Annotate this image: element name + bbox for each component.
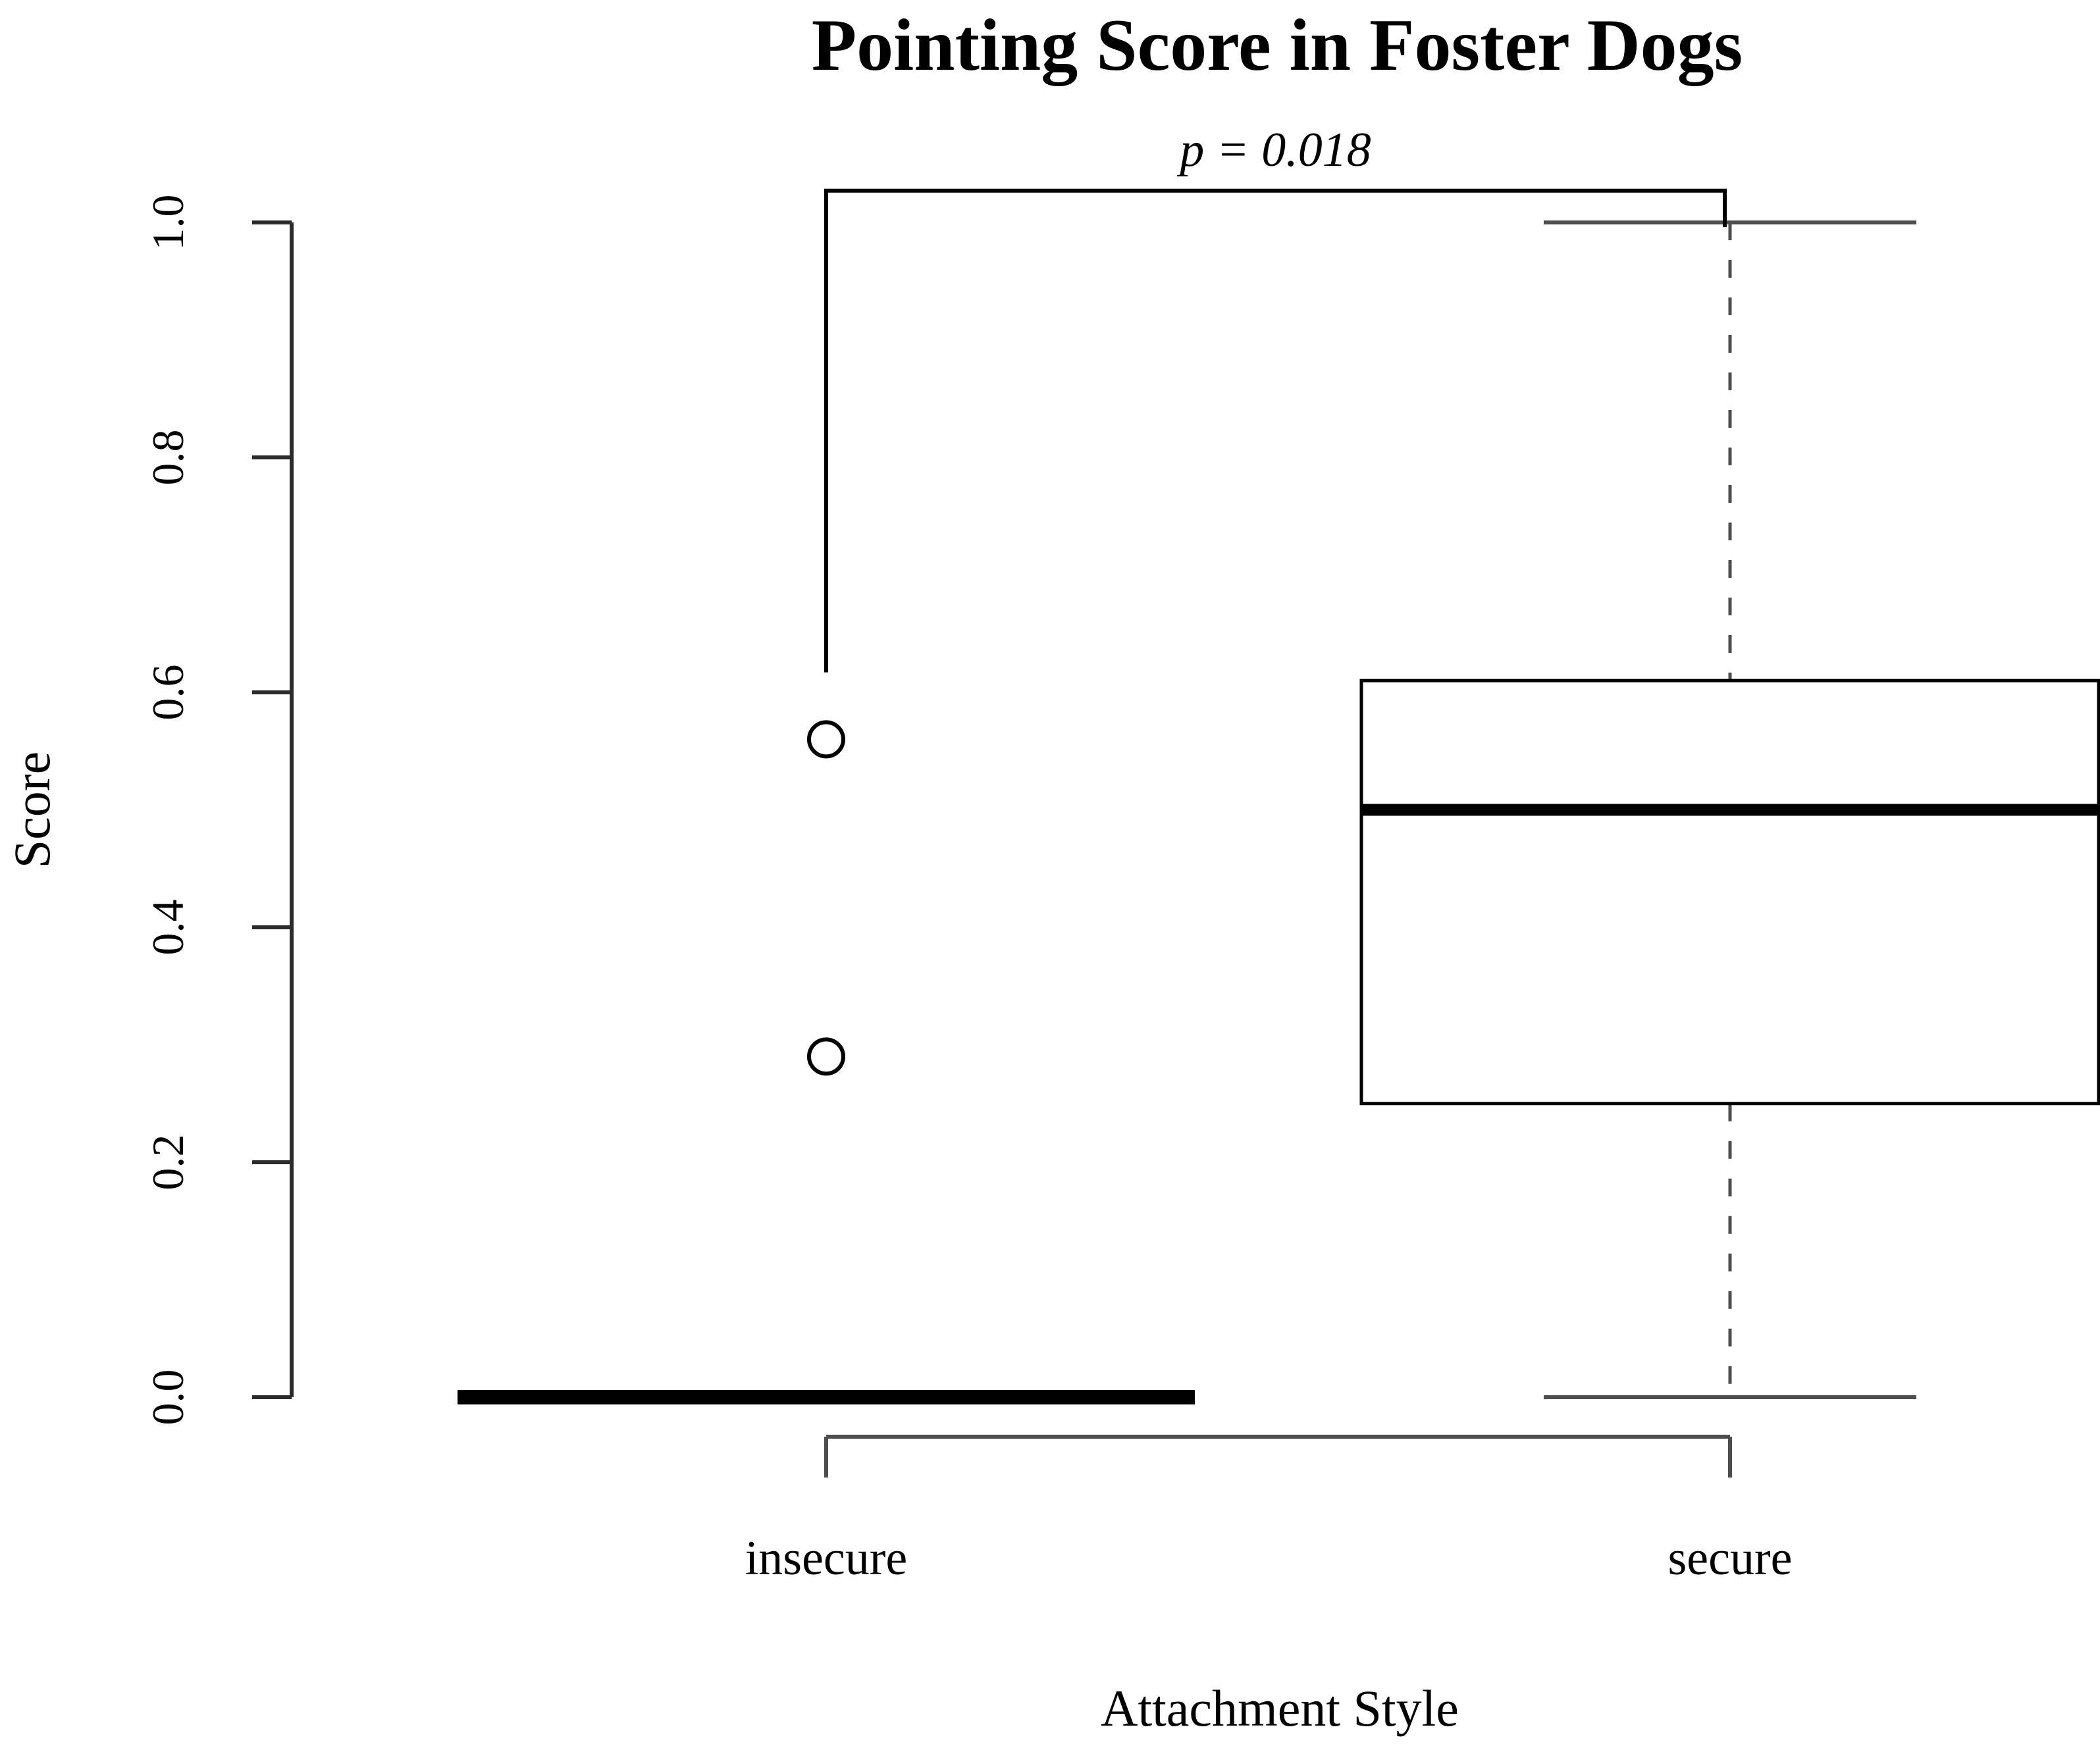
- y-axis-tick-label: 0.6: [143, 665, 193, 721]
- y-axis-tick-label: 1.0: [143, 195, 193, 251]
- y-axis-tick-label: 0.8: [143, 430, 193, 486]
- x-axis-title: Attachment Style: [1101, 1680, 1459, 1737]
- y-axis-tick-label: 0.0: [143, 1370, 193, 1426]
- category-label-insecure: insecure: [745, 1531, 908, 1585]
- category-label-secure: secure: [1668, 1531, 1793, 1585]
- y-axis-tick-label: 0.2: [143, 1135, 193, 1191]
- outlier-point-insecure: [807, 1037, 845, 1076]
- y-axis-title: Score: [3, 752, 61, 869]
- significance-bracket: [824, 188, 1727, 673]
- outlier-point-insecure: [807, 720, 845, 759]
- y-axis-tick-label: 0.4: [143, 900, 193, 956]
- chart-title: Pointing Score in Foster Dogs: [812, 5, 1743, 86]
- box-secure: [1359, 679, 2100, 1106]
- p-value-annotation: p = 0.018: [1176, 123, 1371, 177]
